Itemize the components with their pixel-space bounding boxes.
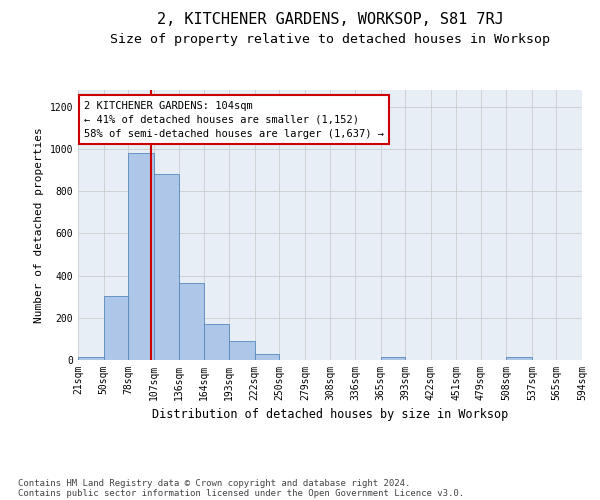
Bar bbox=[78, 358, 104, 360]
Bar bbox=[179, 283, 204, 360]
Y-axis label: Number of detached properties: Number of detached properties bbox=[34, 127, 44, 323]
Text: Size of property relative to detached houses in Worksop: Size of property relative to detached ho… bbox=[110, 32, 550, 46]
Bar bbox=[104, 296, 128, 360]
Bar bbox=[128, 154, 154, 360]
Text: Contains public sector information licensed under the Open Government Licence v3: Contains public sector information licen… bbox=[18, 488, 464, 498]
Text: 2, KITCHENER GARDENS, WORKSOP, S81 7RJ: 2, KITCHENER GARDENS, WORKSOP, S81 7RJ bbox=[157, 12, 503, 28]
Bar bbox=[255, 354, 280, 360]
Text: 2 KITCHENER GARDENS: 104sqm
← 41% of detached houses are smaller (1,152)
58% of : 2 KITCHENER GARDENS: 104sqm ← 41% of det… bbox=[84, 100, 384, 138]
Bar bbox=[204, 324, 229, 360]
Text: Contains HM Land Registry data © Crown copyright and database right 2024.: Contains HM Land Registry data © Crown c… bbox=[18, 478, 410, 488]
Bar bbox=[154, 174, 179, 360]
Bar bbox=[506, 358, 532, 360]
Bar bbox=[380, 358, 405, 360]
Bar bbox=[229, 342, 255, 360]
X-axis label: Distribution of detached houses by size in Worksop: Distribution of detached houses by size … bbox=[152, 408, 508, 422]
